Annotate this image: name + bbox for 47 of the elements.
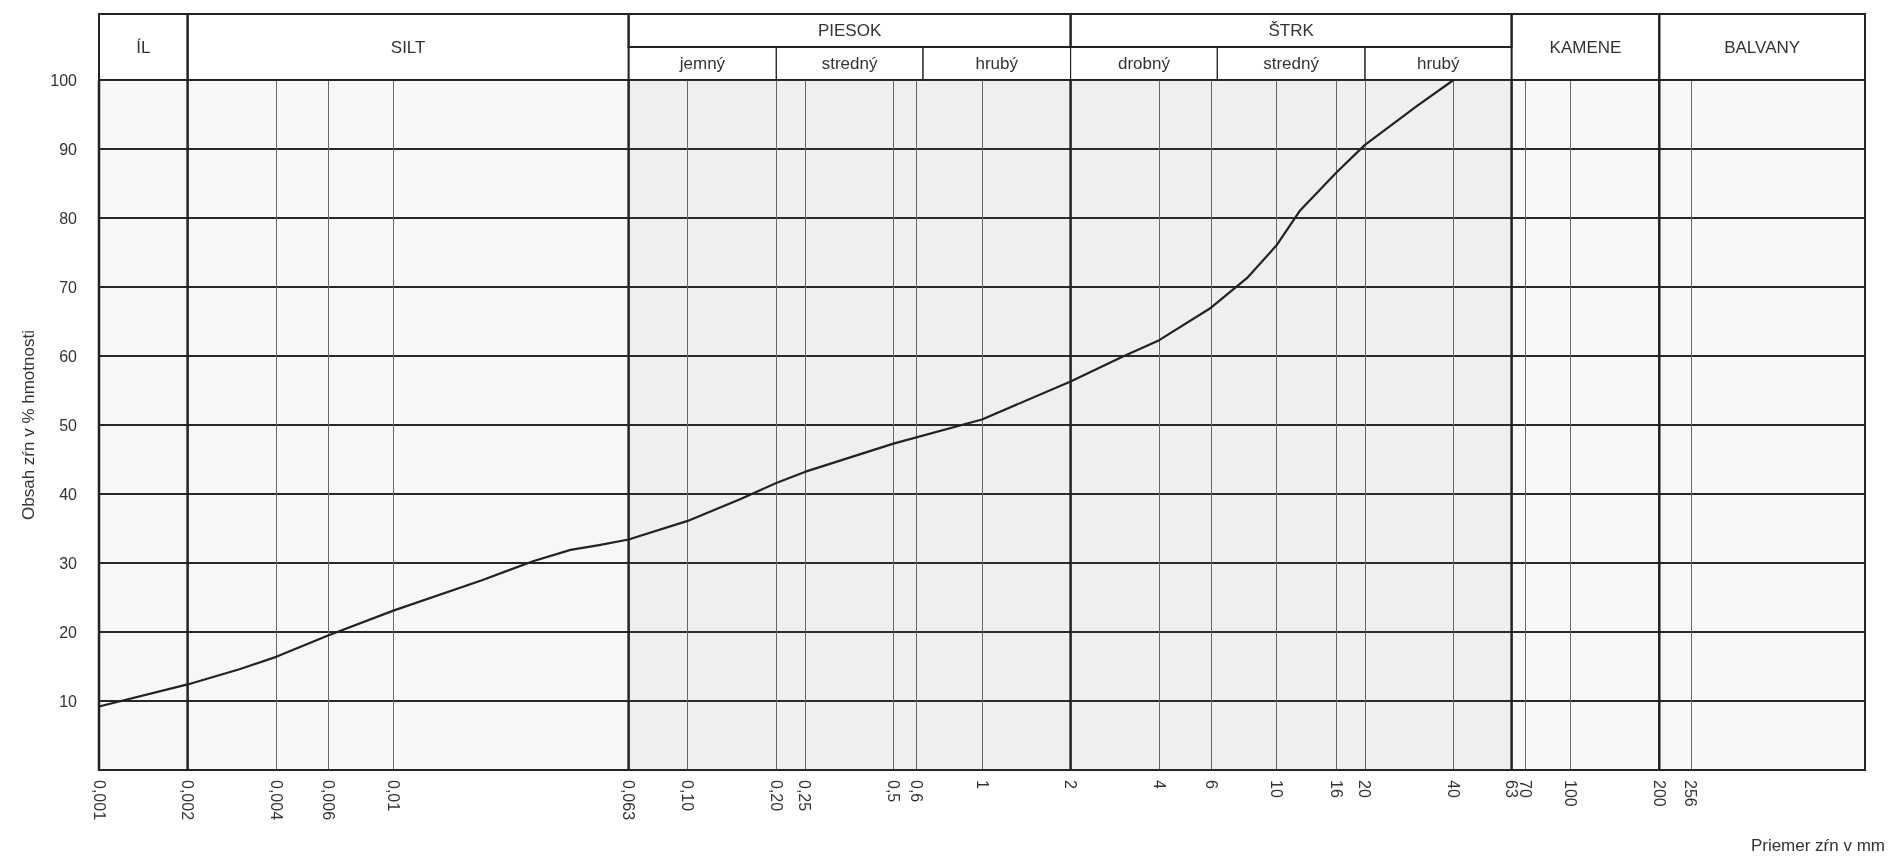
y-tick-label: 20 bbox=[59, 623, 78, 641]
y-tick-label: 100 bbox=[50, 71, 78, 89]
band-label: PIESOK bbox=[817, 21, 882, 40]
x-tick-label: 4 bbox=[1150, 780, 1168, 789]
x-tick-label: 0,5 bbox=[884, 780, 902, 803]
y-tick-label: 60 bbox=[59, 347, 78, 365]
band-label: stredný bbox=[1263, 54, 1320, 73]
band-label: BALVANY bbox=[1724, 37, 1801, 57]
x-tick-label: 200 bbox=[1650, 780, 1668, 807]
band-label: hrubý bbox=[1417, 54, 1461, 73]
y-tick-label: 10 bbox=[59, 692, 78, 710]
band-label: SILT bbox=[390, 37, 426, 57]
band-label: ŠTRK bbox=[1268, 21, 1315, 40]
band-label: ÍL bbox=[136, 37, 151, 57]
x-tick-label: 0,004 bbox=[267, 780, 285, 821]
x-tick-label: 0,01 bbox=[384, 780, 402, 812]
x-tick-label: 0,20 bbox=[767, 780, 785, 812]
x-tick-label: 256 bbox=[1682, 780, 1700, 807]
y-tick-label: 80 bbox=[59, 209, 78, 227]
x-tick-label: 1 bbox=[973, 780, 991, 789]
x-tick-label: 40 bbox=[1445, 780, 1463, 798]
x-tick-label: 10 bbox=[1267, 780, 1285, 798]
x-tick-label: 20 bbox=[1356, 780, 1374, 798]
x-tick-label: 0,25 bbox=[796, 780, 814, 812]
band-label: KAMENE bbox=[1549, 37, 1622, 57]
x-tick-label: 100 bbox=[1562, 780, 1580, 807]
x-tick-label: 6 bbox=[1202, 780, 1220, 789]
band-label: drobný bbox=[1117, 54, 1171, 73]
y-tick-label: 50 bbox=[59, 416, 78, 434]
band-label: hrubý bbox=[975, 54, 1019, 73]
y-tick-label: 70 bbox=[59, 278, 78, 296]
x-tick-label: 63 bbox=[1503, 780, 1521, 798]
y-axis-title: Obsah zŕn v % hmotnosti bbox=[19, 330, 38, 520]
band-label: jemný bbox=[678, 54, 726, 73]
x-tick-label: 16 bbox=[1327, 780, 1345, 798]
x-tick-label: 2 bbox=[1062, 780, 1080, 789]
band-label: stredný bbox=[821, 54, 878, 73]
x-tick-label: 0,10 bbox=[679, 780, 697, 812]
x-tick-label: 0,6 bbox=[908, 780, 926, 803]
x-tick-label: 0,063 bbox=[620, 780, 638, 821]
x-tick-label: 0,002 bbox=[179, 780, 197, 821]
x-tick-label: 0,006 bbox=[319, 780, 337, 821]
y-tick-label: 30 bbox=[59, 554, 78, 572]
x-tick-label: 0,001 bbox=[90, 780, 108, 821]
x-axis-title: Priemer zŕn v mm bbox=[1750, 836, 1886, 855]
y-tick-label: 40 bbox=[59, 485, 78, 503]
y-tick-label: 90 bbox=[59, 140, 78, 158]
